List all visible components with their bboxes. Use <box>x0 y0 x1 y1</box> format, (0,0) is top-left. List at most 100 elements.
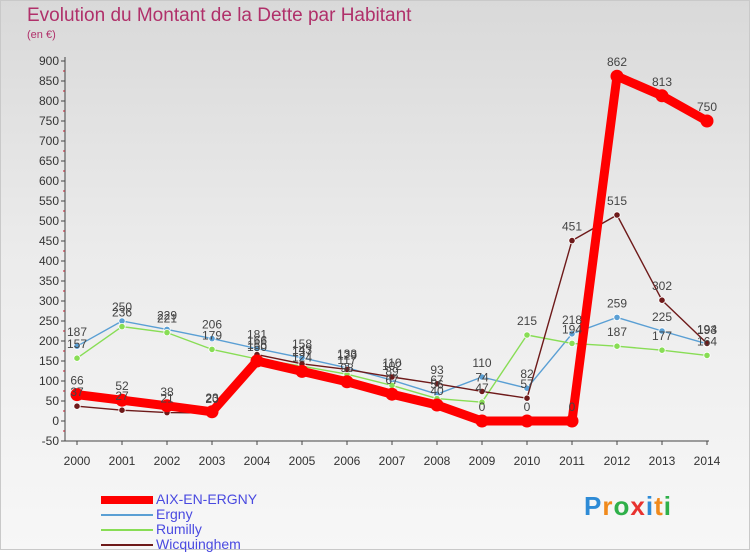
y-tick-label: 300 <box>39 294 59 308</box>
data-label: 117 <box>337 353 356 367</box>
y-tick-label: 650 <box>39 154 59 168</box>
data-label: 225 <box>652 310 672 324</box>
data-point <box>523 394 531 402</box>
data-label: 179 <box>202 328 222 342</box>
legend-label-aix: AIX-EN-ERGNY <box>156 491 258 507</box>
data-label: 66 <box>70 374 84 388</box>
y-tick-label: 150 <box>39 354 59 368</box>
data-point <box>655 89 669 103</box>
data-label: 47 <box>475 381 489 395</box>
y-tick-label: 800 <box>39 94 59 108</box>
logo-letter: P <box>584 491 603 521</box>
x-tick-label: 2009 <box>469 454 496 468</box>
data-point <box>70 388 84 402</box>
data-label: 215 <box>517 314 537 328</box>
x-tick-label: 2005 <box>289 454 316 468</box>
data-label: 93 <box>430 363 444 377</box>
data-label: 187 <box>67 325 87 339</box>
data-point <box>613 211 621 219</box>
data-label: 37 <box>70 385 84 399</box>
x-tick-label: 2008 <box>424 454 451 468</box>
x-tick-label: 2006 <box>334 454 361 468</box>
data-label: 177 <box>652 329 672 343</box>
data-label: 206 <box>202 318 222 332</box>
data-label: 166 <box>247 334 267 348</box>
logo-letter: o <box>613 491 631 521</box>
data-label: 150 <box>247 340 267 354</box>
x-tick-label: 2014 <box>694 454 721 468</box>
y-tick-label: 50 <box>46 394 60 408</box>
data-label: 229 <box>157 308 177 322</box>
data-point <box>160 399 174 413</box>
legend-label-wicquinghem: Wicquinghem <box>156 536 241 552</box>
data-label: 259 <box>607 296 627 310</box>
data-label: 157 <box>67 337 87 351</box>
data-point <box>658 327 666 335</box>
data-point <box>295 364 309 378</box>
x-tick-label: 2012 <box>604 454 631 468</box>
data-point <box>568 237 576 245</box>
data-label: 98 <box>340 361 354 375</box>
data-point <box>433 380 441 388</box>
data-label: 110 <box>382 356 401 370</box>
data-point <box>700 114 714 128</box>
data-label: 27 <box>115 389 129 403</box>
data-point <box>613 342 621 350</box>
y-tick-label: 550 <box>39 194 59 208</box>
chart-title: Evolution du Montant de la Dette par Hab… <box>27 5 412 26</box>
data-label: 56 <box>430 378 444 392</box>
data-label: 124 <box>292 350 312 364</box>
data-point <box>658 346 666 354</box>
y-tick-label: 500 <box>39 214 59 228</box>
data-label: 515 <box>607 194 627 208</box>
x-tick-label: 2007 <box>379 454 406 468</box>
data-label: 40 <box>430 384 444 398</box>
data-label: 0 <box>479 400 486 414</box>
data-point <box>658 296 666 304</box>
data-point <box>163 328 171 337</box>
y-tick-label: 600 <box>39 174 59 188</box>
x-tick-label: 2002 <box>154 454 181 468</box>
data-point <box>478 398 486 406</box>
data-point <box>478 373 486 381</box>
data-point <box>565 414 579 428</box>
data-label: 23 <box>205 391 219 405</box>
y-tick-label: 850 <box>39 74 59 88</box>
data-point <box>205 405 219 419</box>
data-point <box>208 345 216 353</box>
data-label: 137 <box>292 345 312 359</box>
legend-label-ergny: Ergny <box>156 506 193 522</box>
data-label: 110 <box>472 356 491 370</box>
logo-letter: x <box>630 491 646 521</box>
data-label: 194 <box>697 322 717 336</box>
data-label: 0 <box>524 400 531 414</box>
data-label: 38 <box>160 385 174 399</box>
data-label: 862 <box>607 55 627 69</box>
y-tick-label: 250 <box>39 314 59 328</box>
legend-swatch-rumilly <box>101 529 153 531</box>
data-point <box>73 402 81 410</box>
data-label: 187 <box>607 325 627 339</box>
data-label: 57 <box>520 377 534 391</box>
data-point <box>520 414 534 428</box>
data-label: 20 <box>205 392 219 406</box>
proxiti-logo: Proxiti <box>584 491 672 522</box>
y-tick-label: -50 <box>42 434 60 448</box>
data-label: 52 <box>115 379 129 393</box>
data-point <box>478 387 486 395</box>
data-point <box>118 322 126 331</box>
logo-letter: t <box>654 491 664 521</box>
data-label: 143 <box>292 343 312 357</box>
legend-label-rumilly: Rumilly <box>156 521 202 537</box>
data-label: 236 <box>112 306 132 320</box>
y-tick-label: 400 <box>39 254 59 268</box>
data-point <box>568 339 576 347</box>
data-label: 813 <box>652 75 672 89</box>
data-label: 74 <box>475 370 489 384</box>
x-tick-label: 2010 <box>514 454 541 468</box>
data-label: 89 <box>385 364 399 378</box>
y-tick-label: 450 <box>39 234 59 248</box>
data-label: 0 <box>569 400 576 414</box>
legend-swatch-aix <box>101 496 153 504</box>
